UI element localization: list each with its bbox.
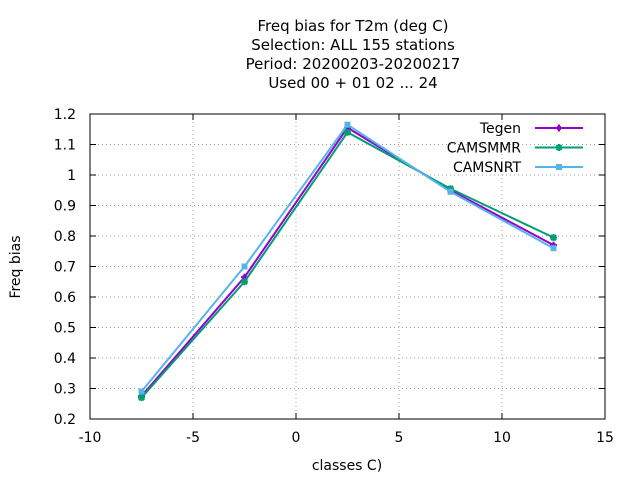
data-point bbox=[447, 188, 454, 195]
data-point bbox=[241, 278, 248, 286]
legend-label: Tegen bbox=[479, 121, 521, 137]
data-point bbox=[555, 124, 563, 132]
y-axis-label: Freq bias bbox=[8, 235, 24, 298]
legend: Tegen CAMSMMR CAMSNRT bbox=[447, 121, 583, 176]
y-tick-label: 1.2 bbox=[54, 107, 76, 123]
data-point bbox=[138, 388, 145, 395]
x-tick-label: 0 bbox=[292, 430, 301, 446]
legend-label: CAMSMMR bbox=[447, 141, 521, 157]
grid bbox=[90, 114, 605, 419]
y-tick-label: 0.5 bbox=[54, 321, 76, 337]
chart-title-line: Used 00 + 01 02 ... 24 bbox=[268, 74, 437, 92]
x-tick-label: -5 bbox=[186, 430, 200, 446]
y-tick-label: 1.1 bbox=[54, 138, 76, 154]
series bbox=[138, 121, 557, 402]
chart-title: Freq bias for T2m (deg C)Selection: ALL … bbox=[246, 17, 461, 92]
chart-title-line: Freq bias for T2m (deg C) bbox=[257, 17, 448, 35]
series-camsnrt bbox=[138, 121, 557, 395]
axis-ticks: -10 -5 0 5 10 15 0.2 0.3 0.4 0.5 0.6 0.7 0.8 0.9 1 1.1 1… bbox=[54, 107, 614, 446]
chart-title-line: Period: 20200203-20200217 bbox=[246, 55, 461, 73]
data-point bbox=[344, 128, 351, 136]
data-point bbox=[555, 144, 563, 151]
y-tick-label: 0.3 bbox=[54, 382, 76, 398]
y-tick-label: 1 bbox=[67, 168, 76, 184]
legend-label: CAMSNRT bbox=[453, 160, 522, 176]
data-point bbox=[138, 394, 145, 402]
y-tick-label: 0.4 bbox=[54, 351, 76, 367]
legend-item: CAMSMMR bbox=[447, 141, 583, 157]
x-tick-label: 5 bbox=[395, 430, 404, 446]
x-tick-label: 10 bbox=[493, 430, 511, 446]
y-tick-label: 0.6 bbox=[54, 290, 76, 306]
x-tick-label: 15 bbox=[596, 430, 614, 446]
y-tick-label: 0.7 bbox=[54, 260, 76, 276]
data-point bbox=[241, 263, 248, 270]
legend-item: CAMSNRT bbox=[453, 160, 583, 176]
data-point bbox=[550, 245, 557, 252]
legend-item: Tegen bbox=[479, 121, 583, 137]
chart-title-line: Selection: ALL 155 stations bbox=[251, 36, 455, 54]
data-point bbox=[344, 121, 351, 128]
data-point bbox=[556, 164, 562, 170]
x-axis-label: classes C) bbox=[312, 458, 382, 474]
plot-frame bbox=[89, 113, 606, 420]
y-tick-label: 0.2 bbox=[54, 412, 76, 428]
y-tick-label: 0.9 bbox=[54, 199, 76, 215]
data-point bbox=[550, 234, 557, 242]
y-tick-label: 0.8 bbox=[54, 229, 76, 245]
x-tick-label: -10 bbox=[79, 430, 102, 446]
